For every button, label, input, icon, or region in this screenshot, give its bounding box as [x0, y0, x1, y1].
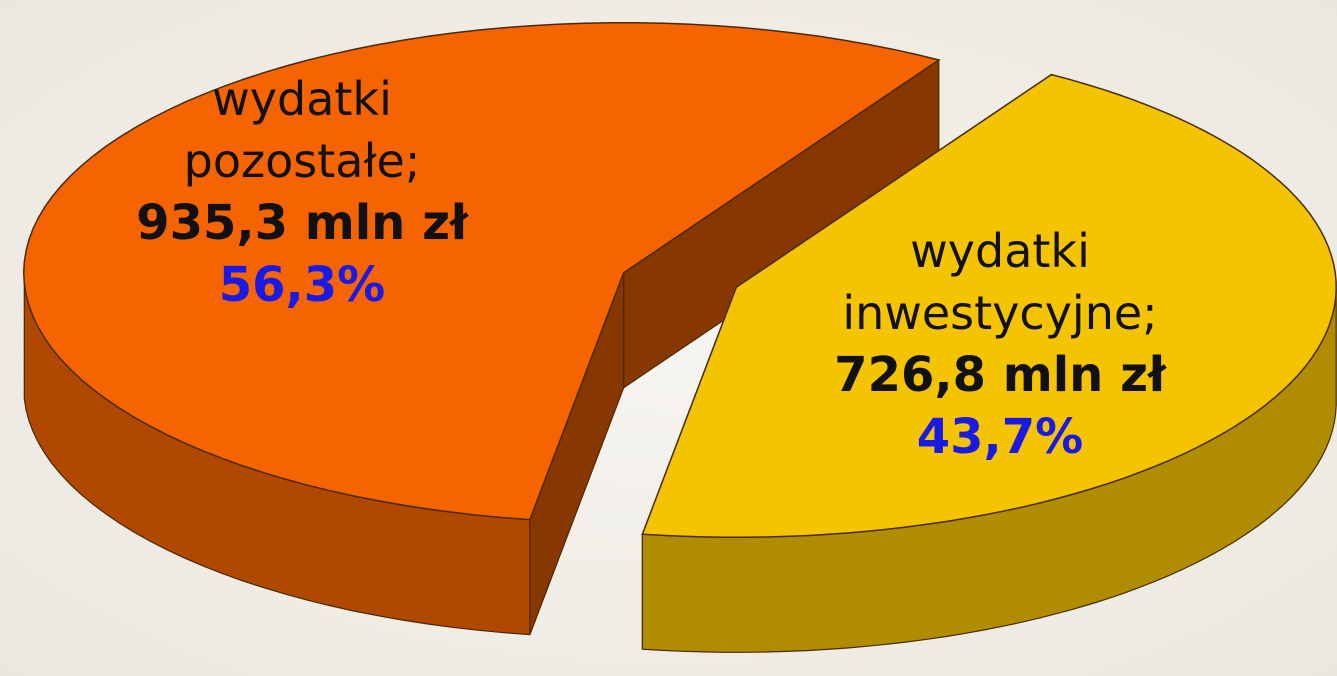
slice-label: wydatki pozostałe; 935,3 mln zł 56,3%: [112, 68, 492, 316]
slice: [641, 73, 1337, 539]
category-label: wydatki inwestycyjne;: [842, 224, 1158, 340]
value-label: 43,7%: [916, 409, 1084, 465]
category-label: wydatki pozostałe;: [183, 72, 421, 188]
slice-label: wydatki inwestycyjne; 726,8 mln zł 43,7%: [810, 220, 1190, 468]
amount-label: 935,3 mln zł: [136, 195, 468, 251]
amount-label: 726,8 mln zł: [834, 347, 1166, 403]
value-label: 56,3%: [218, 257, 386, 313]
slice: [22, 22, 941, 521]
